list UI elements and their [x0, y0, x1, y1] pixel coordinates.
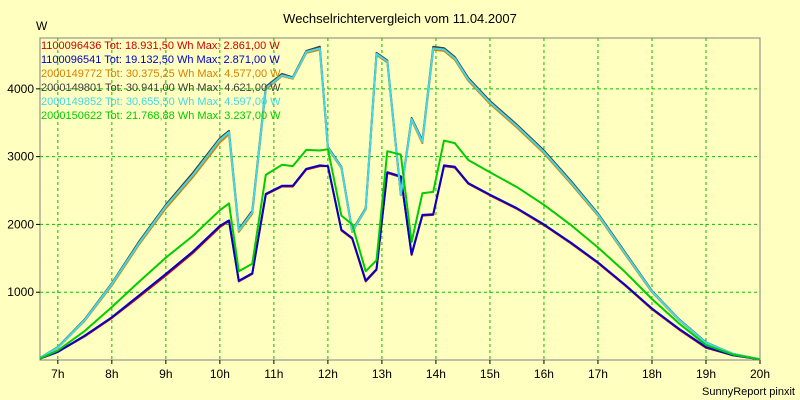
x-tick-label: 7h [51, 367, 64, 381]
legend-entry-4: 2000149801 Tot: 30.941,00 Wh Max: 4.621,… [41, 82, 281, 94]
y-tick-label: 4000 [7, 82, 34, 96]
x-tick-label: 9h [159, 367, 172, 381]
grid-lines [40, 38, 760, 360]
y-tick-label: 3000 [7, 150, 34, 164]
legend-entry-2: 1100096541 Tot: 19.132,50 Wh Max: 2.871,… [41, 54, 280, 66]
x-tick-label: 14h [426, 367, 446, 381]
x-axis-ticks: 7h 8h 9h 10h 11h 12h 13h 14h 15h 16h 17h 18h 19h 20h [51, 360, 770, 381]
y-axis-label: W [36, 19, 48, 33]
legend-entry-6: 2000150622 Tot: 21.768,88 Wh Max: 3.237,… [41, 110, 281, 122]
legend: 1100096436 Tot: 18.931,50 Wh Max: 2.861,… [41, 40, 281, 122]
y-tick-label: 1000 [7, 285, 34, 299]
plot-area [39, 37, 761, 361]
y-tick-label: 2000 [7, 217, 34, 231]
x-tick-label: 18h [642, 367, 662, 381]
footer-credit: SunnyReport pinxit [702, 386, 795, 398]
x-tick-label: 16h [534, 367, 554, 381]
x-tick-label: 10h [210, 367, 230, 381]
x-tick-label: 13h [372, 367, 392, 381]
x-tick-label: 12h [318, 367, 338, 381]
x-tick-label: 11h [264, 367, 283, 381]
legend-entry-3: 2000149772 Tot: 30.375,25 Wh Max: 4.577,… [41, 68, 281, 80]
x-tick-label: 19h [696, 367, 716, 381]
x-tick-label: 15h [480, 367, 500, 381]
x-tick-label: 17h [588, 367, 608, 381]
legend-entry-5: 2000149852 Tot: 30.655,50 Wh Max: 4.597,… [41, 96, 281, 108]
series-lines [39, 45, 761, 361]
legend-entry-1: 1100096436 Tot: 18.931,50 Wh Max: 2.861,… [41, 40, 280, 52]
x-tick-label: 8h [105, 367, 118, 381]
series-line-6 [39, 139, 761, 361]
x-tick-label: 20h [750, 367, 770, 381]
series-line-2 [39, 164, 761, 361]
y-axis-ticks: 1000 2000 3000 4000 [7, 82, 40, 299]
chart-title: Wechselrichtervergleich vom 11.04.2007 [283, 11, 517, 26]
series-line-5 [39, 47, 761, 361]
